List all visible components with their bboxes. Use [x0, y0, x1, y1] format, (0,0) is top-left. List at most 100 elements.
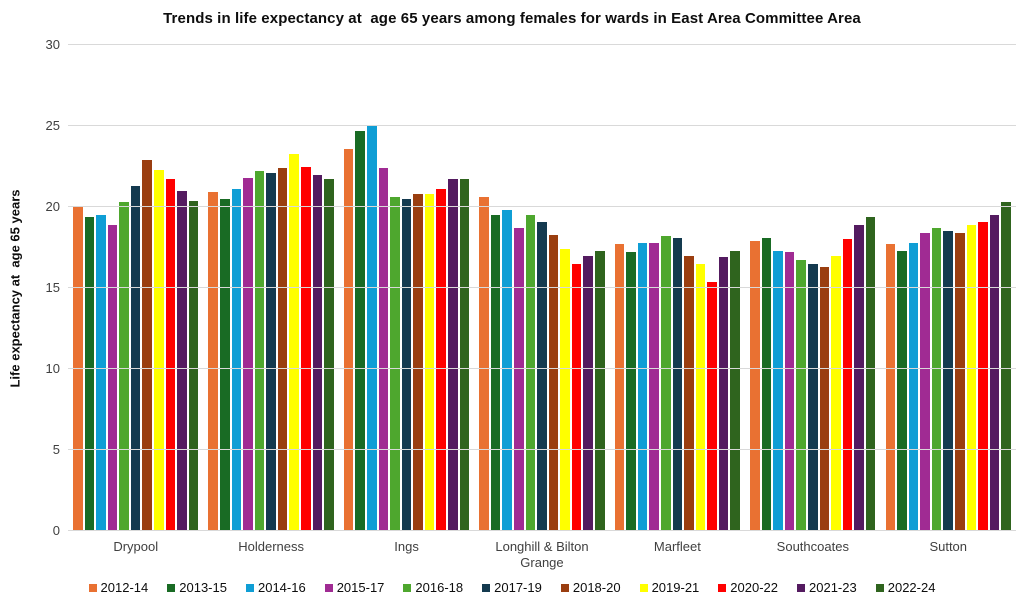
bar-2015-17-holderness: [243, 177, 253, 531]
bar-2015-17-ings: [378, 168, 389, 531]
bar-2014-16-southcoates: [773, 250, 783, 531]
gridline-10: [68, 368, 1016, 370]
bar-2019-21-sutton: [966, 224, 977, 531]
bar-2019-21-holderness: [289, 153, 300, 531]
legend-label-2016-18: 2016-18: [415, 580, 464, 595]
gridline-30: [68, 44, 1016, 45]
bar-2016-18-ings: [390, 197, 400, 531]
legend-item-2017-19: 2017-19: [482, 580, 542, 595]
bar-2014-16-longhill-bilton-grange: [502, 210, 512, 531]
bar-2018-20-drypool: [142, 160, 153, 531]
bar-2015-17-drypool: [107, 224, 118, 531]
legend-item-2022-24: 2022-24: [875, 580, 936, 595]
bar-2018-20-holderness: [277, 168, 288, 531]
gridline-25: [68, 125, 1016, 126]
legend-swatch-2022-24: [875, 583, 884, 592]
bar-2016-18-longhill-bilton-grange: [525, 215, 536, 531]
bar-group-holderness: [203, 45, 338, 531]
bar-2015-17-southcoates: [784, 252, 795, 531]
y-tick-20: 20: [45, 199, 60, 214]
bar-groups: [68, 45, 1016, 531]
bar-2015-17-sutton: [920, 232, 930, 531]
bar-2020-22-drypool: [165, 179, 176, 531]
legend-item-2018-20: 2018-20: [560, 580, 621, 595]
bar-2020-22-longhill-bilton-grange: [571, 263, 582, 531]
legend-swatch-2019-21: [639, 583, 648, 592]
bar-2017-19-sutton: [943, 231, 953, 531]
gridline-15: [68, 287, 1016, 288]
y-tick-5: 5: [52, 442, 60, 457]
legend-label-2020-22: 2020-22: [730, 580, 779, 595]
legend-label-2021-23: 2021-23: [809, 580, 857, 595]
bar-2021-23-drypool: [177, 190, 187, 531]
x-label-southcoates: Southcoates: [776, 539, 849, 554]
bar-2013-15-longhill-bilton-grange: [490, 215, 501, 531]
bar-2017-19-drypool: [130, 185, 141, 531]
bar-2020-22-ings: [436, 189, 447, 531]
x-label-sutton: Sutton: [929, 539, 968, 554]
legend-swatch-2021-23: [797, 583, 806, 592]
bar-2021-23-holderness: [312, 174, 323, 531]
bar-2014-16-holderness: [231, 189, 242, 531]
legend-swatch-2017-19: [482, 583, 491, 592]
bar-2021-23-ings: [448, 179, 458, 531]
legend-swatch-2014-16: [245, 583, 254, 592]
bar-2017-19-ings: [401, 198, 412, 531]
bar-2012-14-ings: [343, 148, 354, 531]
bar-2017-19-marfleet: [672, 237, 683, 531]
y-tick-10: 10: [45, 361, 60, 376]
bar-2012-14-marfleet: [614, 244, 625, 531]
bar-2016-18-southcoates: [796, 260, 806, 531]
bar-2019-21-marfleet: [695, 263, 706, 531]
bar-2021-23-longhill-bilton-grange: [583, 255, 594, 531]
x-label-longhill-bilton-grange: Longhill & Bilton Grange: [495, 539, 589, 571]
bar-2020-22-holderness: [301, 166, 311, 531]
bar-2012-14-holderness: [208, 192, 218, 531]
legend-label-2013-15: 2013-15: [179, 580, 227, 595]
legend-label-2022-24: 2022-24: [887, 580, 936, 595]
bar-group-southcoates: [745, 45, 880, 531]
bar-group-sutton: [881, 45, 1016, 531]
y-tick-15: 15: [45, 280, 60, 295]
x-axis-labels: Drypool Holderness Ings Longhill & Bilton G…: [68, 539, 1016, 572]
bar-2022-24-marfleet: [730, 250, 741, 531]
x-label-holderness: Holderness: [238, 539, 305, 554]
bar-2022-24-longhill-bilton-grange: [595, 250, 605, 531]
bar-2016-18-marfleet: [661, 236, 671, 531]
bar-2017-19-holderness: [266, 172, 276, 531]
legend-swatch-2020-22: [718, 583, 727, 592]
chart-title: Trends in life expectancy at age 65 year…: [163, 10, 861, 27]
legend-item-2015-17: 2015-17: [324, 580, 384, 595]
legend-item-2012-14: 2012-14: [88, 580, 148, 595]
bar-2014-16-ings: [367, 126, 377, 531]
bar-2013-15-ings: [355, 130, 365, 531]
bar-2017-19-longhill-bilton-grange: [537, 221, 547, 531]
bar-2021-23-marfleet: [718, 257, 729, 531]
legend-swatch-2015-17: [324, 583, 333, 592]
x-axis-line: [68, 530, 1016, 531]
bar-2022-24-holderness: [324, 179, 334, 531]
bar-2013-15-drypool: [84, 216, 95, 531]
legend-swatch-2018-20: [560, 583, 569, 592]
bar-2014-16-marfleet: [637, 242, 648, 531]
bar-2018-20-longhill-bilton-grange: [548, 234, 559, 531]
legend-label-2014-16: 2014-16: [257, 580, 306, 595]
bar-2016-18-drypool: [119, 202, 129, 531]
bar-2012-14-southcoates: [750, 241, 760, 531]
gridline-20: [68, 206, 1016, 208]
legend-item-2021-23: 2021-23: [797, 580, 857, 595]
x-label-ings: Ings: [394, 539, 419, 554]
legend-swatch-2013-15: [167, 583, 176, 592]
x-label-drypool: Drypool: [113, 539, 159, 554]
legend-label-2018-20: 2018-20: [572, 580, 621, 595]
bar-2014-16-sutton: [908, 242, 919, 531]
bar-2019-21-ings: [424, 194, 435, 531]
bar-2022-24-southcoates: [865, 216, 876, 531]
bar-2022-24-sutton: [1001, 202, 1011, 531]
bar-2019-21-southcoates: [831, 255, 841, 531]
bar-2020-22-southcoates: [842, 239, 853, 531]
legend-label-2019-21: 2019-21: [651, 580, 700, 595]
legend-swatch-2012-14: [88, 583, 97, 592]
legend-item-2014-16: 2014-16: [245, 580, 306, 595]
